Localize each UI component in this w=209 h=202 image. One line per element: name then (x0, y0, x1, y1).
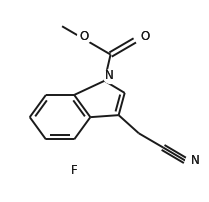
Text: O: O (140, 30, 149, 43)
Text: N: N (191, 154, 200, 167)
Text: N: N (191, 154, 200, 167)
Text: O: O (140, 30, 149, 43)
Text: N: N (105, 69, 114, 82)
Text: O: O (80, 30, 89, 43)
Text: N: N (105, 69, 114, 82)
Text: F: F (71, 164, 78, 177)
Text: O: O (80, 30, 89, 43)
Text: F: F (71, 164, 78, 177)
